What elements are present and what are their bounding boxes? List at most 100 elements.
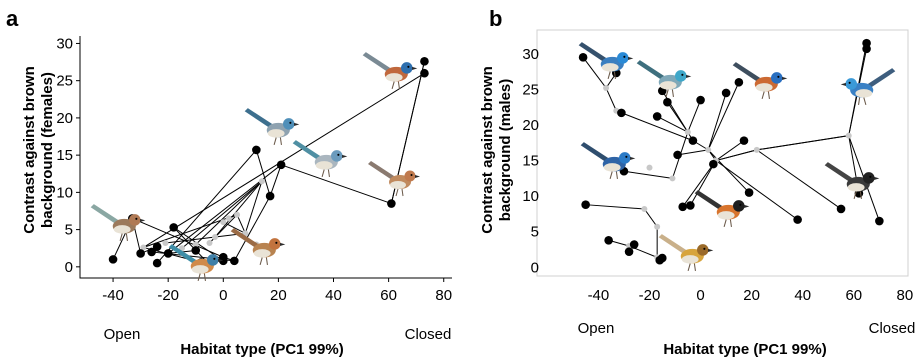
y-tick-label: 0 bbox=[531, 259, 539, 276]
x-tick-label: 20 bbox=[743, 287, 760, 304]
phylogeny-branch bbox=[214, 180, 263, 238]
species-point bbox=[617, 108, 626, 118]
species-point bbox=[252, 145, 261, 155]
phylogeny-branch bbox=[707, 82, 740, 151]
plot-frame bbox=[536, 29, 909, 277]
species-point bbox=[793, 215, 802, 224]
phylogeny-branch bbox=[616, 110, 694, 142]
x-axis-title: Habitat type (PC1 99%) bbox=[663, 341, 826, 358]
phylogeny-branch bbox=[181, 180, 263, 249]
y-axis-title-line: background (males) bbox=[497, 79, 514, 222]
panel-a: 0 5 10 15 20 25 30 -40 -20 0 20 40 60 80 a Contrast aga… bbox=[6, 6, 452, 358]
phylogeny-branch bbox=[280, 164, 392, 205]
x-tick-label: 40 bbox=[794, 287, 811, 304]
axes-frame bbox=[79, 36, 452, 279]
species-point bbox=[739, 136, 749, 145]
ancestral-node bbox=[258, 178, 265, 185]
phylogeny-branch bbox=[707, 149, 750, 193]
bird-illustration bbox=[658, 234, 714, 272]
phylogeny-branch bbox=[244, 181, 263, 234]
x-tick-label: 60 bbox=[380, 287, 397, 304]
species-point bbox=[152, 258, 162, 268]
species-point bbox=[678, 202, 687, 212]
ancestral-node bbox=[140, 244, 147, 251]
phylogeny-branch bbox=[143, 72, 425, 248]
ancestral-node bbox=[654, 223, 661, 230]
phylogeny-branch bbox=[173, 227, 210, 265]
x-tick-label: -20 bbox=[157, 287, 179, 304]
panel-letter: b bbox=[489, 6, 502, 31]
species-point bbox=[836, 204, 846, 214]
phylogeny-branch bbox=[236, 214, 246, 234]
x-tick-label: 20 bbox=[270, 287, 287, 304]
bird-illustration bbox=[168, 244, 224, 282]
species-point bbox=[420, 57, 429, 66]
species-point bbox=[629, 240, 639, 249]
phylogeny-branch bbox=[269, 164, 282, 197]
species-point bbox=[147, 247, 156, 257]
x-tick-label: 40 bbox=[325, 287, 342, 304]
species-point bbox=[734, 77, 744, 87]
species-point bbox=[136, 249, 145, 258]
phylogeny-branch bbox=[687, 99, 702, 133]
species-point bbox=[265, 191, 275, 201]
y-tick-label: 30 bbox=[522, 46, 539, 63]
species-point bbox=[688, 136, 698, 145]
y-tick-label: 25 bbox=[522, 81, 539, 98]
y-tick-label: 5 bbox=[531, 224, 539, 241]
bird-illustration bbox=[230, 228, 286, 266]
y-tick-label: 15 bbox=[522, 153, 539, 170]
ancestral-node bbox=[641, 205, 648, 212]
y-axis-title-line: background (females) bbox=[39, 72, 56, 228]
ancestral-node bbox=[684, 129, 691, 136]
y-axis-title-line: Contrast against brown bbox=[21, 66, 38, 234]
phylogeny-branch bbox=[715, 149, 757, 162]
species-point bbox=[657, 253, 667, 263]
species-point bbox=[578, 53, 588, 62]
species-point bbox=[673, 150, 682, 160]
ancestral-node bbox=[192, 241, 199, 248]
y-tick-label: 20 bbox=[56, 110, 73, 127]
bird-illustration bbox=[824, 162, 880, 200]
species-point bbox=[686, 201, 695, 210]
y-tick-label: 10 bbox=[522, 188, 539, 205]
x-tick-label: -40 bbox=[588, 287, 610, 304]
phylogeny-branch bbox=[605, 87, 617, 111]
ancestral-node bbox=[646, 164, 653, 171]
x-end-label-closed: Closed bbox=[869, 320, 916, 337]
x-tick-label: -40 bbox=[102, 287, 124, 304]
phylogeny-branch bbox=[677, 149, 709, 156]
bird-illustration bbox=[694, 190, 750, 228]
ancestral-node bbox=[220, 219, 227, 226]
ancestral-node bbox=[669, 175, 676, 182]
phylogeny-branch bbox=[233, 195, 271, 262]
phylogeny-branch bbox=[666, 101, 689, 133]
bird-illustration bbox=[90, 204, 146, 242]
ancestral-node bbox=[178, 245, 185, 252]
bird-illustration bbox=[368, 161, 420, 197]
species-point bbox=[875, 216, 884, 226]
y-tick-label: 10 bbox=[56, 184, 73, 201]
ancestral-node bbox=[206, 240, 213, 247]
x-tick-label: 0 bbox=[696, 287, 704, 304]
y-tick-label: 20 bbox=[522, 117, 539, 134]
phylogeny-branch bbox=[682, 160, 717, 208]
phylogeny-branch bbox=[582, 57, 607, 89]
species-point bbox=[652, 112, 662, 121]
phylogeny-branch bbox=[643, 208, 658, 228]
ancestral-node bbox=[705, 146, 712, 153]
phylogeny-branch bbox=[707, 92, 727, 151]
phylogeny-branch bbox=[756, 135, 849, 151]
phylogeny-branch bbox=[165, 232, 246, 244]
phylogeny-branch bbox=[623, 170, 673, 179]
bird-illustration bbox=[840, 68, 896, 106]
species-point bbox=[604, 235, 613, 245]
species-point bbox=[721, 88, 731, 98]
species-point bbox=[230, 256, 239, 266]
species-point bbox=[387, 199, 396, 208]
species-point bbox=[191, 246, 201, 255]
y-axis-title-line: Contrast against brown bbox=[479, 66, 496, 234]
x-end-label-open: Open bbox=[578, 320, 615, 337]
y-tick-label: 0 bbox=[65, 259, 73, 276]
x-end-label-closed: Closed bbox=[405, 326, 452, 343]
